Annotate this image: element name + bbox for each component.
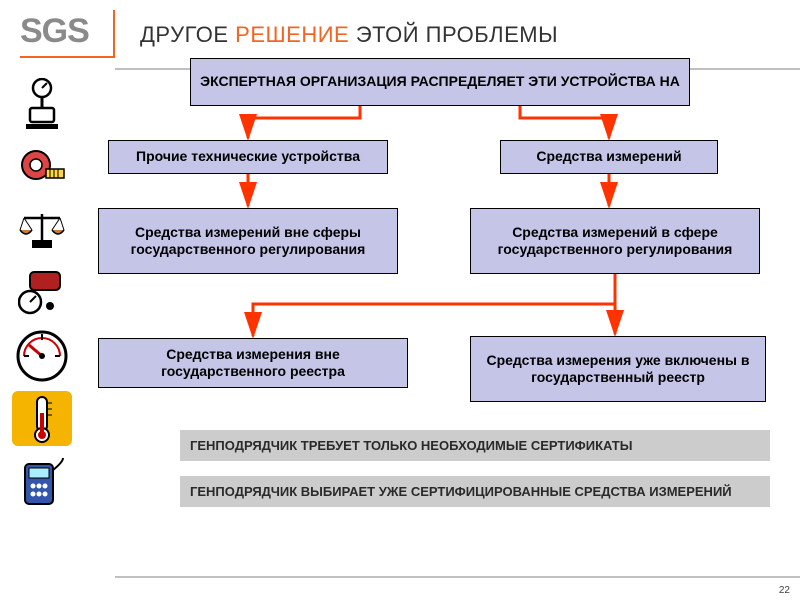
slide-number: 22	[779, 585, 790, 596]
page-title: ДРУГОЕ РЕШЕНИЕ ЭТОЙ ПРОБЛЕМЫ	[140, 22, 558, 48]
node-left3: Средства измерения вне государственного …	[98, 338, 408, 388]
title-pre: ДРУГОЕ	[140, 22, 235, 47]
node-left1: Прочие технические устройства	[108, 140, 388, 174]
title-post: ЭТОЙ ПРОБЛЕМЫ	[349, 22, 558, 47]
footer-line2: ГЕНПОДРЯДЧИК ВЫБИРАЕТ УЖЕ СЕРТИФИЦИРОВАН…	[180, 476, 770, 507]
icon-column	[12, 76, 82, 509]
node-right3: Средства измерения уже включены в госуда…	[470, 336, 766, 402]
node-right1: Средства измерений	[500, 140, 718, 174]
node-left2: Средства измерений вне сферы государстве…	[98, 208, 398, 274]
balance-icon	[12, 202, 72, 257]
logo: SGS	[20, 12, 89, 51]
device-icon	[12, 454, 72, 509]
footer-line1: ГЕНПОДРЯДЧИК ТРЕБУЕТ ТОЛЬКО НЕОБХОДИМЫЕ …	[180, 430, 770, 461]
thermometer-icon	[12, 391, 72, 446]
divider-bottom	[115, 576, 800, 578]
speedometer-icon	[12, 328, 72, 383]
gauge-small-icon	[12, 265, 72, 320]
scale-icon	[12, 76, 72, 131]
tape-measure-icon	[12, 139, 72, 194]
node-right2: Средства измерений в сфере государственн…	[470, 208, 760, 274]
flowchart-area: ЭКСПЕРТНАЯ ОРГАНИЗАЦИЯ РАСПРЕДЕЛЯЕТ ЭТИ …	[90, 58, 790, 572]
logo-accent-v	[113, 10, 115, 58]
title-accent: РЕШЕНИЕ	[235, 22, 349, 47]
node-root: ЭКСПЕРТНАЯ ОРГАНИЗАЦИЯ РАСПРЕДЕЛЯЕТ ЭТИ …	[190, 58, 690, 106]
